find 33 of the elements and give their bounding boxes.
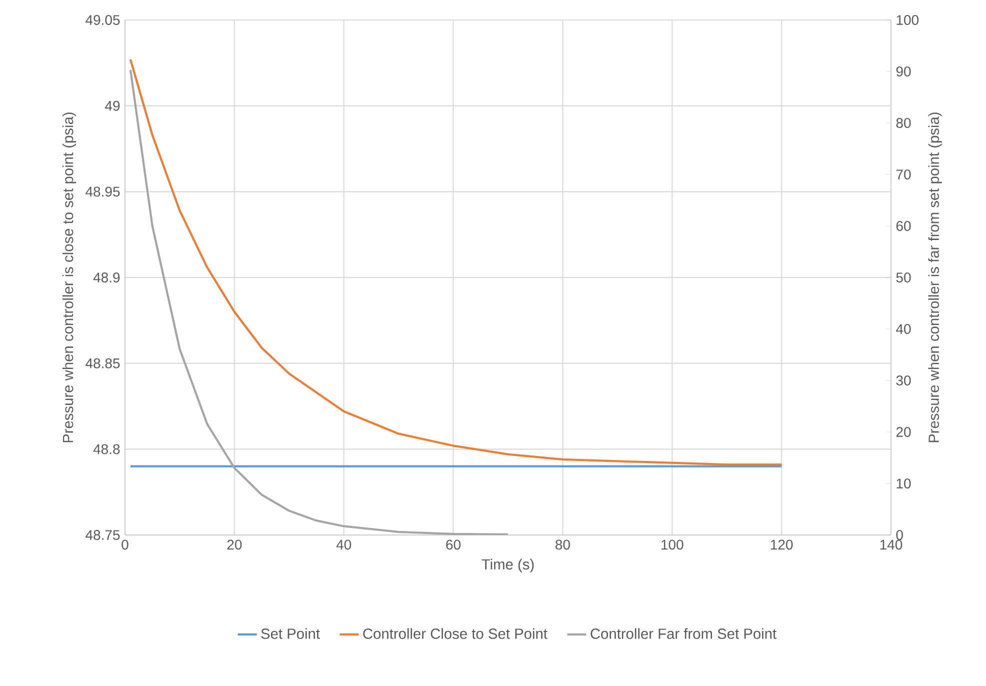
y2-tick-label: 100 xyxy=(896,15,919,25)
x-tick-label: 40 xyxy=(336,540,352,550)
y2-tick-label: 80 xyxy=(896,118,911,128)
y-tick-label: 49 xyxy=(105,100,120,111)
y2-tick-label: 10 xyxy=(896,478,911,488)
y2-tick-label: 20 xyxy=(896,427,911,437)
y-tick-label: 49.05 xyxy=(86,15,120,25)
y2-tick-label: 90 xyxy=(896,66,911,76)
y-tick-label: 48.8 xyxy=(93,444,120,454)
x-axis-title: Time (s) xyxy=(482,558,534,572)
y2-tick-label: 0 xyxy=(896,530,903,540)
legend-label: Controller Far from Set Point xyxy=(590,628,776,639)
x-tick-label: 60 xyxy=(446,540,461,550)
y2-axis-title: Pressure when controller is far from set point (psia) xyxy=(928,112,942,442)
x-tick-label: 20 xyxy=(227,540,242,550)
y-tick-label: 48.95 xyxy=(86,186,120,197)
y-axis-title: Pressure when controller is close to set point (psia) xyxy=(62,112,76,442)
x-tick-label: 0 xyxy=(122,540,128,550)
legend-label: Set Point xyxy=(261,628,320,639)
line-series xyxy=(129,68,510,535)
y-tick-label: 48.75 xyxy=(86,530,120,540)
y2-tick-label: 50 xyxy=(896,272,911,282)
x-tick-label: 100 xyxy=(662,540,684,550)
y-tick-label: 48.85 xyxy=(86,358,120,368)
y-tick-label: 48.9 xyxy=(93,272,120,282)
legend-label: Controller Close to Set Point xyxy=(363,628,548,639)
x-tick-label: 120 xyxy=(770,540,793,550)
y2-tick-label: 60 xyxy=(896,221,911,231)
y2-tick-label: 70 xyxy=(896,170,911,180)
x-tick-label: 140 xyxy=(880,540,902,550)
x-tick-label: 80 xyxy=(556,540,570,550)
y2-tick-label: 30 xyxy=(896,376,911,386)
y2-tick-label: 40 xyxy=(896,324,911,334)
